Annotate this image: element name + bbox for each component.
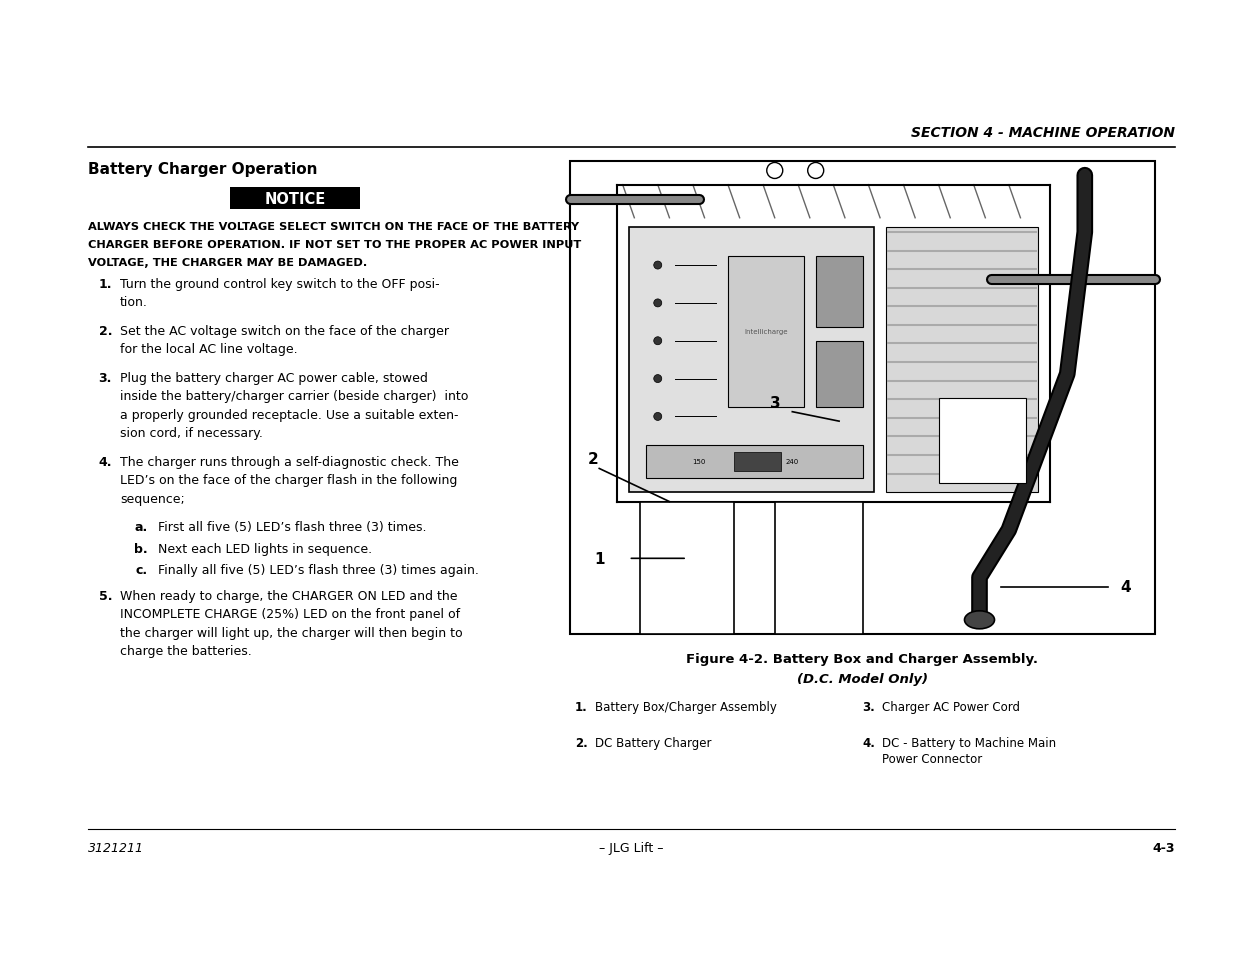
Text: tion.: tion. — [120, 296, 148, 309]
Text: Plug the battery charger AC power cable, stowed: Plug the battery charger AC power cable,… — [120, 372, 427, 385]
Text: a properly grounded receptacle. Use a suitable exten-: a properly grounded receptacle. Use a su… — [120, 409, 458, 421]
Text: sion cord, if necessary.: sion cord, if necessary. — [120, 427, 263, 440]
Text: 1: 1 — [594, 551, 605, 566]
Circle shape — [653, 299, 662, 308]
Bar — [734, 453, 781, 472]
Text: Battery Charger Operation: Battery Charger Operation — [88, 162, 317, 177]
Text: LED’s on the face of the charger flash in the following: LED’s on the face of the charger flash i… — [120, 474, 457, 487]
Text: for the local AC line voltage.: for the local AC line voltage. — [120, 343, 298, 356]
Circle shape — [653, 262, 662, 270]
Text: DC Battery Charger: DC Battery Charger — [595, 737, 711, 749]
Text: When ready to charge, the CHARGER ON LED and the: When ready to charge, the CHARGER ON LED… — [120, 589, 457, 602]
Text: Figure 4-2. Battery Box and Charger Assembly.: Figure 4-2. Battery Box and Charger Asse… — [687, 652, 1039, 665]
Text: DC - Battery to Machine Main: DC - Battery to Machine Main — [883, 737, 1057, 749]
Text: charge the batteries.: charge the batteries. — [120, 645, 252, 658]
Text: INCOMPLETE CHARGE (25%) LED on the front panel of: INCOMPLETE CHARGE (25%) LED on the front… — [120, 608, 461, 620]
Circle shape — [653, 413, 662, 421]
Bar — [727, 256, 804, 408]
Text: CHARGER BEFORE OPERATION. IF NOT SET TO THE PROPER AC POWER INPUT: CHARGER BEFORE OPERATION. IF NOT SET TO … — [88, 240, 582, 250]
Bar — [939, 398, 1026, 483]
Bar — [815, 341, 862, 408]
Bar — [640, 502, 734, 635]
Text: 4: 4 — [1120, 579, 1130, 595]
Text: 3: 3 — [769, 395, 781, 411]
Text: Set the AC voltage switch on the face of the charger: Set the AC voltage switch on the face of… — [120, 325, 450, 337]
Text: inside the battery/charger carrier (beside charger)  into: inside the battery/charger carrier (besi… — [120, 390, 468, 403]
Text: Turn the ground control key switch to the OFF posi-: Turn the ground control key switch to th… — [120, 277, 440, 291]
Text: 4-3: 4-3 — [1152, 841, 1174, 854]
Text: 2: 2 — [588, 452, 598, 467]
Text: 3.: 3. — [99, 372, 112, 385]
Text: a.: a. — [135, 521, 148, 534]
Ellipse shape — [965, 611, 994, 629]
Text: First all five (5) LED’s flash three (3) times.: First all five (5) LED’s flash three (3)… — [158, 521, 426, 534]
Text: Power Connector: Power Connector — [883, 752, 983, 765]
Text: 2.: 2. — [99, 325, 112, 337]
Text: SECTION 4 - MACHINE OPERATION: SECTION 4 - MACHINE OPERATION — [911, 126, 1174, 140]
Text: Charger AC Power Cord: Charger AC Power Cord — [883, 700, 1020, 713]
Bar — [885, 228, 1037, 493]
Text: b.: b. — [135, 542, 148, 556]
Bar — [571, 162, 1155, 635]
Text: 5.: 5. — [99, 589, 112, 602]
Text: 240: 240 — [785, 459, 799, 465]
Bar — [629, 228, 874, 493]
Text: ALWAYS CHECK THE VOLTAGE SELECT SWITCH ON THE FACE OF THE BATTERY: ALWAYS CHECK THE VOLTAGE SELECT SWITCH O… — [88, 222, 579, 232]
Text: 4.: 4. — [862, 737, 876, 749]
Text: 3.: 3. — [862, 700, 876, 713]
Text: sequence;: sequence; — [120, 493, 185, 505]
Text: 4.: 4. — [99, 456, 112, 469]
Bar — [774, 502, 862, 635]
Text: 150: 150 — [692, 459, 705, 465]
Text: c.: c. — [136, 564, 148, 577]
Text: Intellicharge: Intellicharge — [745, 329, 788, 335]
Circle shape — [653, 337, 662, 345]
Text: The charger runs through a self-diagnostic check. The: The charger runs through a self-diagnost… — [120, 456, 459, 469]
Bar — [815, 256, 862, 327]
Text: Next each LED lights in sequence.: Next each LED lights in sequence. — [158, 542, 372, 556]
Text: (D.C. Model Only): (D.C. Model Only) — [797, 672, 927, 685]
Bar — [230, 188, 359, 210]
Circle shape — [767, 163, 783, 179]
Text: Battery Box/Charger Assembly: Battery Box/Charger Assembly — [595, 700, 777, 713]
Text: – JLG Lift –: – JLG Lift – — [599, 841, 663, 854]
Text: NOTICE: NOTICE — [264, 192, 326, 206]
Text: 3121211: 3121211 — [88, 841, 144, 854]
Text: 2.: 2. — [576, 737, 588, 749]
Circle shape — [808, 163, 824, 179]
Text: 1.: 1. — [99, 277, 112, 291]
Bar — [646, 445, 862, 478]
Text: VOLTAGE, THE CHARGER MAY BE DAMAGED.: VOLTAGE, THE CHARGER MAY BE DAMAGED. — [88, 257, 367, 268]
Circle shape — [653, 375, 662, 383]
Text: 1.: 1. — [576, 700, 588, 713]
Text: Finally all five (5) LED’s flash three (3) times again.: Finally all five (5) LED’s flash three (… — [158, 564, 479, 577]
Text: the charger will light up, the charger will then begin to: the charger will light up, the charger w… — [120, 626, 463, 639]
